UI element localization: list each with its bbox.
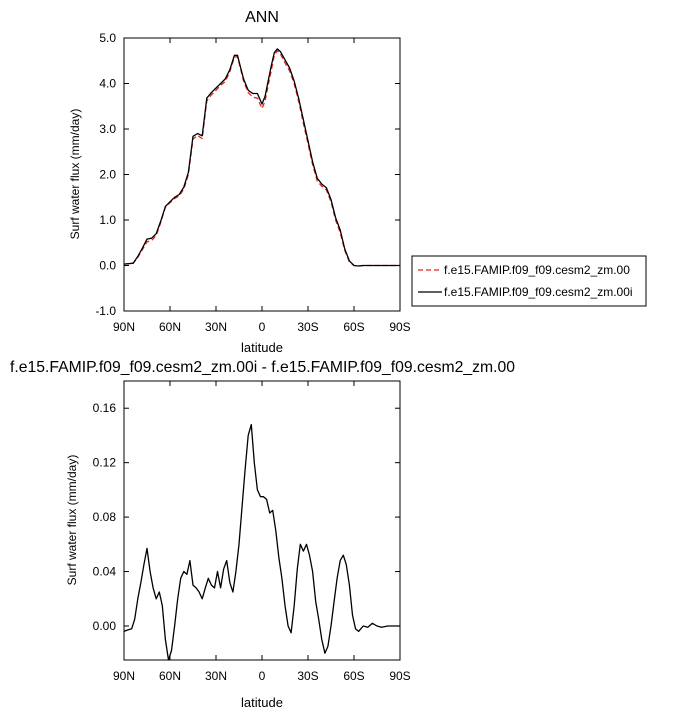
legend-label-series-1: f.e15.FAMIP.f09_f09.cesm2_zm.00 [444,263,630,277]
bottom-chart-title: f.e15.FAMIP.f09_f09.cesm2_zm.00i - f.e15… [10,359,515,376]
bottom-y-tick-label: 0.12 [93,456,117,470]
bottom-series-line-1 [123,423,400,661]
top-y-axis: -1.0 0.0 1.0 2.0 3.0 4.0 5.0 [95,31,400,318]
top-y-tick-label: 0.0 [99,259,116,273]
bottom-plot-frame [123,380,401,661]
top-x-tick-label: 60N [159,320,181,334]
bottom-x-axis: 90N 60N 30N 0 30S 60S 90S [113,381,411,683]
bottom-x-tick-label: 30N [205,669,227,683]
bottom-x-tick-label: 30S [297,669,318,683]
top-x-axis: 90N 60N 30N 0 30S 60S 90S [113,38,411,334]
top-y-tick-label: 2.0 [99,168,116,182]
top-series-line-1 [123,50,400,267]
bottom-panel: f.e15.FAMIP.f09_f09.cesm2_zm.00i - f.e15… [10,359,515,710]
bottom-y-axis-label: Surf water flux (mm/day) [65,455,79,586]
top-series-line-2 [123,48,400,267]
bottom-y-tick-label: 0.16 [93,401,117,415]
top-panel: ANN -1.0 0.0 1.0 2.0 3.0 4.0 5.0 90N 60N 30N 0 30S… [68,9,647,355]
bottom-x-tick-label: 60N [159,669,181,683]
bottom-y-tick-label: 0.08 [93,510,117,524]
bottom-series-lines [123,423,400,661]
bottom-y-tick-label: 0.04 [93,565,117,579]
top-x-tick-label: 30S [297,320,318,334]
top-x-tick-label: 90S [389,320,410,334]
top-x-tick-label: 0 [259,320,266,334]
legend-label-series-2: f.e15.FAMIP.f09_f09.cesm2_zm.00i [444,285,633,299]
legend-box [411,255,647,307]
legend: f.e15.FAMIP.f09_f09.cesm2_zm.00 f.e15.FA… [411,255,647,307]
bottom-y-tick-label: 0.00 [93,619,117,633]
bottom-y-axis: 0.00 0.04 0.08 0.12 0.16 [93,401,400,633]
top-y-axis-label: Surf water flux (mm/day) [68,109,82,240]
bottom-x-tick-label: 90S [389,669,410,683]
bottom-x-tick-label: 90N [113,669,135,683]
top-y-tick-label: 5.0 [99,31,116,45]
top-y-tick-label: 1.0 [99,213,116,227]
top-series-lines [123,48,400,267]
bottom-x-tick-label: 60S [343,669,364,683]
bottom-x-axis-label: latitude [241,695,283,710]
top-y-tick-label: -1.0 [95,304,116,318]
top-y-tick-label: 3.0 [99,122,116,136]
top-chart-title: ANN [245,9,279,26]
top-x-axis-label: latitude [241,340,283,355]
bottom-x-tick-label: 0 [259,669,266,683]
top-x-tick-label: 30N [205,320,227,334]
top-x-tick-label: 90N [113,320,135,334]
top-plot-frame [123,37,401,312]
top-y-tick-label: 4.0 [99,77,116,91]
top-x-tick-label: 60S [343,320,364,334]
